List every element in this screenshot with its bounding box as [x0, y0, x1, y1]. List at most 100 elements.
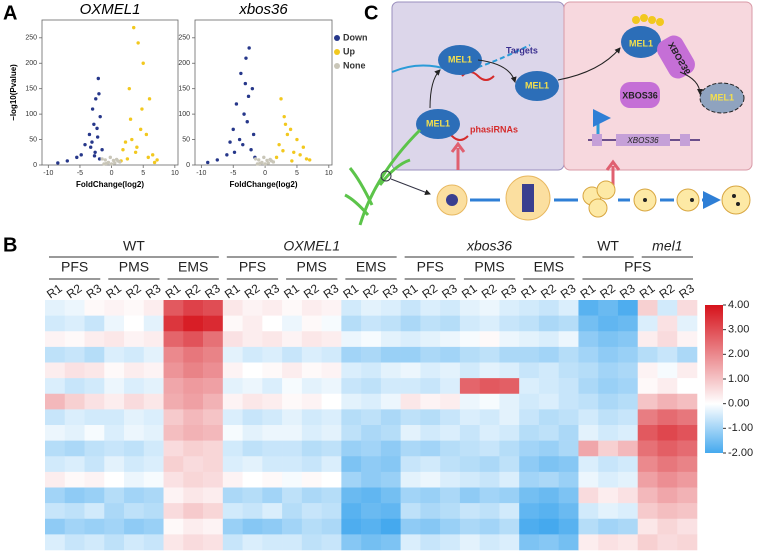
heatmap-cell — [420, 393, 441, 410]
heatmap-cell — [282, 378, 303, 395]
heatmap-cell — [499, 409, 520, 426]
legend-label: Down — [343, 32, 368, 42]
heatmap-cell — [440, 487, 461, 504]
heatmap-cell — [163, 409, 184, 426]
heatmap-cell — [222, 378, 243, 395]
panel-label: A — [3, 2, 17, 24]
heatmap-cell — [124, 487, 145, 504]
heatmap-cell — [262, 331, 283, 348]
heatmap-cell — [420, 471, 441, 488]
legend-label: None — [343, 60, 366, 70]
heatmap-cell — [341, 487, 362, 504]
heatmap-cell — [124, 503, 145, 520]
heatmap-cell — [341, 471, 362, 488]
point — [87, 132, 92, 137]
heatmap-cell — [242, 487, 263, 504]
y-axis-label: −log10(Pvalue) — [9, 64, 18, 121]
heatmap-cell — [163, 456, 184, 473]
heatmap-cell — [558, 487, 579, 504]
heatmap-cell — [203, 315, 224, 332]
heatmap-cell — [84, 440, 105, 457]
point — [288, 127, 293, 132]
replicate-label: R1 — [637, 281, 658, 301]
heatmap-cell — [380, 393, 401, 410]
heatmap-cell — [380, 331, 401, 348]
point — [95, 126, 99, 131]
heatmap-cell — [558, 471, 579, 488]
heatmap-cell — [598, 409, 619, 426]
heatmap-cell — [380, 456, 401, 473]
genotype-label: WT — [597, 238, 619, 254]
heatmap-cell — [262, 300, 283, 316]
stage-label: PFS — [624, 259, 651, 275]
heatmap-cell — [262, 378, 283, 395]
heatmap-cell — [45, 503, 66, 520]
heatmap-cell — [361, 518, 382, 535]
replicate-label: R1 — [400, 281, 421, 301]
replicate-label: R1 — [44, 281, 65, 301]
heatmap-cell — [617, 393, 639, 410]
heatmap-cell — [262, 362, 283, 379]
mel1-protein — [416, 109, 460, 139]
heatmap-cell — [45, 487, 66, 504]
x-tick-label: 0 — [263, 170, 267, 177]
heatmap-cell — [183, 362, 204, 379]
heatmap-cell — [657, 346, 678, 363]
heatmap-cell — [104, 300, 125, 316]
heatmap-cell — [64, 471, 85, 488]
heatmap-cell — [677, 315, 698, 332]
heatmap-cell — [64, 378, 85, 395]
heatmap-cell — [262, 315, 283, 332]
heatmap-cell — [341, 409, 362, 426]
heatmap-cell — [400, 456, 421, 473]
point — [130, 137, 134, 142]
heatmap-cell — [420, 440, 441, 457]
heatmap-cell — [479, 300, 500, 316]
stage-label: PFS — [417, 259, 444, 275]
heatmap-cell — [222, 393, 243, 410]
heatmap-cell — [84, 487, 105, 504]
replicate-label: R2 — [242, 281, 263, 301]
y-tick-label: 50 — [29, 136, 37, 143]
heatmap-cell — [143, 518, 164, 535]
plot-area — [41, 19, 179, 166]
heatmap-cell — [282, 300, 303, 316]
replicate-label: R2 — [419, 281, 440, 301]
heatmap-cell — [519, 471, 540, 488]
point — [274, 155, 279, 160]
heatmap-cell — [301, 425, 322, 441]
heatmap-cell — [84, 456, 105, 473]
heatmap-cell — [242, 425, 263, 441]
heatmap-cell — [341, 518, 362, 535]
y-tick-label: 100 — [178, 111, 190, 118]
heatmap-cell — [262, 409, 283, 426]
heatmap-cell — [459, 393, 480, 410]
xbos36-protein — [657, 35, 695, 79]
heatmap-cell — [479, 315, 500, 332]
point — [225, 153, 229, 157]
heatmap-cell — [262, 440, 283, 457]
replicate-label: R2 — [301, 281, 322, 301]
heatmap-cell — [163, 315, 184, 332]
point — [114, 157, 119, 162]
heatmap-cell — [64, 518, 85, 535]
heatmap-cell — [222, 300, 243, 316]
heatmap-cell — [519, 456, 540, 473]
x-tick-label: -10 — [196, 170, 206, 177]
point — [265, 158, 269, 163]
point — [251, 132, 256, 137]
y-tick-label: 200 — [178, 60, 190, 67]
heatmap-cell — [361, 471, 382, 488]
nucleus — [736, 202, 740, 206]
point — [255, 162, 260, 166]
heatmap-cell — [301, 315, 322, 332]
heatmap-cell — [440, 362, 461, 379]
heatmap-cell — [361, 425, 382, 441]
point — [109, 162, 114, 166]
heatmap-cell — [282, 518, 303, 535]
heatmap-cell — [301, 456, 322, 473]
legend-label: Up — [343, 46, 355, 56]
point — [277, 142, 281, 147]
heatmap-cell — [637, 378, 658, 395]
heatmap-cell — [637, 440, 658, 457]
